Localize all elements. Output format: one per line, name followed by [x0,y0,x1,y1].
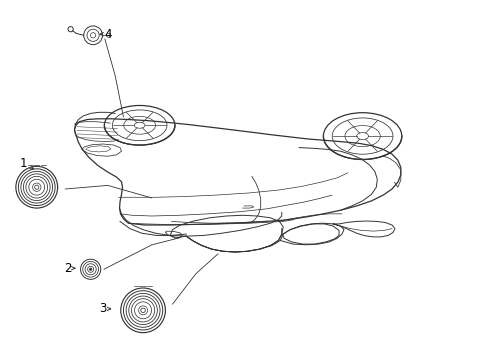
Text: 4: 4 [104,28,112,41]
Circle shape [141,308,146,312]
Text: 2: 2 [64,262,72,275]
Text: 3: 3 [99,302,107,315]
Circle shape [35,185,39,189]
Text: 1: 1 [20,157,27,170]
Circle shape [90,268,92,270]
